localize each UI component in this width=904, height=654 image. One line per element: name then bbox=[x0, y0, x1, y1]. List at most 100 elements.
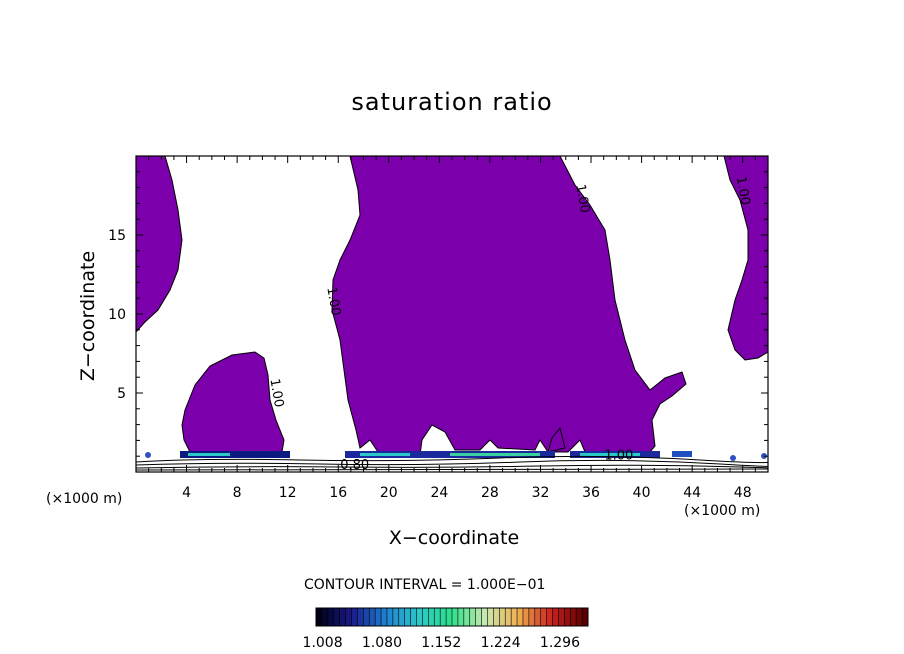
saturated-region-lower-left bbox=[181, 351, 285, 457]
surface-contours bbox=[136, 455, 768, 471]
saturated-region-left-top bbox=[136, 156, 183, 333]
x-axis-unit-right: (×1000 m) bbox=[684, 503, 761, 519]
colorbar-cell bbox=[446, 608, 453, 626]
colorbar-cell bbox=[463, 608, 471, 626]
colorbar-cell bbox=[386, 608, 394, 626]
contour-label: 1.00 bbox=[266, 377, 286, 408]
x-tick-label: 24 bbox=[430, 485, 448, 501]
colorbar-cell bbox=[481, 608, 488, 626]
surface-band-dark-4 bbox=[672, 451, 692, 457]
surface-contour-3 bbox=[136, 464, 768, 469]
colorbar-cell bbox=[505, 608, 512, 626]
colorbar-cell bbox=[576, 608, 583, 626]
colorbar-cell bbox=[487, 608, 494, 626]
x-axis-label: X−coordinate bbox=[0, 527, 904, 549]
colorbar-cell bbox=[363, 608, 370, 626]
x-tick-label: 48 bbox=[734, 485, 752, 501]
colorbar-cell bbox=[316, 608, 323, 626]
contour-interval-label: CONTOUR INTERVAL = 1.000E−01 bbox=[304, 577, 546, 593]
colorbar-cell bbox=[540, 608, 548, 626]
colorbar-cell bbox=[570, 608, 577, 626]
colorbar-cell bbox=[582, 608, 589, 626]
colorbar-cell bbox=[381, 608, 388, 626]
colorbar-cell bbox=[457, 608, 465, 626]
x-tick-label: 16 bbox=[329, 485, 347, 501]
colorbar: 1.008 1.080 1.152 1.224 1.296 bbox=[303, 607, 589, 651]
colorbar-cell bbox=[499, 608, 506, 626]
colorbar-cell bbox=[410, 608, 418, 626]
colorbar-cell bbox=[321, 608, 329, 626]
saturated-region-center bbox=[331, 156, 687, 456]
colorbar-cell bbox=[333, 608, 341, 626]
colorbar-cell bbox=[428, 608, 435, 626]
surface-band-layer bbox=[145, 451, 767, 461]
x-tick-label: 20 bbox=[380, 485, 398, 501]
colorbar-cell bbox=[434, 608, 441, 626]
colorbar-cell bbox=[534, 608, 542, 626]
colorbar-cell bbox=[517, 608, 524, 626]
surface-blob-2 bbox=[730, 455, 736, 461]
colorbar-cell bbox=[369, 608, 376, 626]
x-axis-label-text: X−coordinate bbox=[388, 527, 520, 549]
contour-label: 1.00 bbox=[323, 286, 343, 317]
surface-blob-1 bbox=[145, 452, 151, 458]
x-tick-label: 32 bbox=[532, 485, 550, 501]
contour-label: 0.80 bbox=[340, 458, 369, 473]
y-tick-label: 15 bbox=[108, 228, 126, 244]
surface-band-cyan-2 bbox=[360, 453, 410, 456]
colorbar-cell bbox=[375, 608, 382, 626]
colorbar-cell bbox=[558, 608, 565, 626]
x-tick-label: 40 bbox=[633, 485, 651, 501]
colorbar-cell bbox=[416, 608, 423, 626]
colorbar-cell bbox=[493, 608, 500, 626]
x-tick-label: 8 bbox=[233, 485, 242, 501]
x-tick-label: 4 bbox=[182, 485, 191, 501]
colorbar-cell bbox=[511, 608, 518, 626]
contour-label: 1.00 bbox=[572, 183, 592, 214]
colorbar-tick-label: 1.296 bbox=[540, 635, 580, 651]
colorbar-cell bbox=[345, 608, 352, 626]
colorbar-cell bbox=[522, 608, 530, 626]
x-tick-label: 12 bbox=[279, 485, 297, 501]
colorbar-tick-label: 1.152 bbox=[421, 635, 461, 651]
colorbar-cell bbox=[392, 608, 400, 626]
colorbar-frame bbox=[315, 607, 589, 627]
colorbar-cell bbox=[564, 608, 571, 626]
contour-label: 1.00 bbox=[604, 449, 633, 464]
colorbar-cell bbox=[475, 608, 483, 626]
saturated-region-right bbox=[723, 156, 768, 361]
colorbar-tick-label: 1.224 bbox=[481, 635, 521, 651]
colorbar-cell bbox=[351, 608, 358, 626]
surface-band-green bbox=[450, 453, 540, 456]
contour-fill-layer bbox=[136, 156, 768, 457]
colorbar-cell bbox=[528, 608, 536, 626]
colorbar-cell bbox=[398, 608, 406, 626]
colorbar-cell bbox=[552, 608, 559, 626]
surface-contour-1 bbox=[136, 455, 768, 464]
colorbar-cell bbox=[404, 608, 412, 626]
y-tick-label: 5 bbox=[117, 386, 126, 402]
x-axis-unit-left: (×1000 m) bbox=[46, 491, 123, 507]
colorbar-cell bbox=[339, 608, 347, 626]
y-tick-label: 10 bbox=[108, 307, 126, 323]
chart-title: saturation ratio bbox=[351, 88, 553, 116]
colorbar-cell bbox=[469, 608, 477, 626]
surface-band-cyan-3 bbox=[580, 453, 640, 456]
surface-band-dark bbox=[180, 451, 290, 458]
colorbar-cell bbox=[327, 608, 335, 626]
x-tick-label: 28 bbox=[481, 485, 499, 501]
x-tick-label: 44 bbox=[683, 485, 701, 501]
colorbar-cell bbox=[452, 608, 459, 626]
contour-labels: 1.00 1.00 1.00 1.00 1.00 0.80 bbox=[266, 175, 752, 473]
colorbar-cell bbox=[440, 608, 447, 626]
x-tick-label: 36 bbox=[582, 485, 600, 501]
colorbar-cell bbox=[357, 608, 364, 626]
colorbar-tick-label: 1.008 bbox=[303, 635, 343, 651]
surface-contour-2 bbox=[136, 459, 768, 467]
colorbar-cell bbox=[422, 608, 429, 626]
colorbar-tick-label: 1.080 bbox=[362, 635, 402, 651]
contour-label: 1.00 bbox=[733, 175, 753, 206]
surface-band-cyan-1 bbox=[188, 453, 230, 456]
